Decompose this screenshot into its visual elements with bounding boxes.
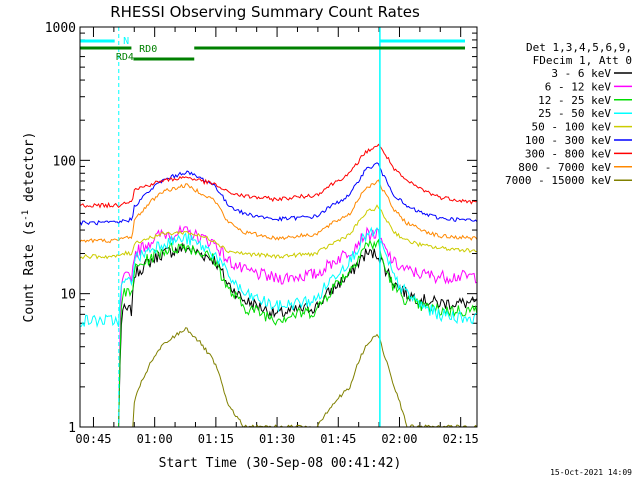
- series-line-3: [80, 238, 478, 428]
- series-line-2: [80, 224, 478, 428]
- series-line-1: [80, 242, 478, 428]
- legend-label-2: 6 - 12 keV: [545, 80, 612, 93]
- series-layer: [79, 143, 478, 428]
- y-axis-label: Count Rate (s-1 detector): [21, 132, 37, 323]
- legend-header-2: FDecim 1, Att 0: [533, 54, 632, 67]
- y-axis-label-part2: detector): [22, 132, 37, 210]
- legend-header-1: Det 1,3,4,5,6,9,: [526, 41, 632, 54]
- annotation-rd0: RD0: [139, 44, 157, 55]
- series-line-8: [79, 179, 478, 244]
- plot-frame: [79, 26, 478, 428]
- x-tick-label: 02:15: [443, 432, 479, 446]
- y-axis-label-part1: Count Rate (s: [22, 221, 37, 323]
- annotation-n: N: [123, 36, 129, 47]
- y-axis-label-superscript: -1: [21, 210, 31, 221]
- chart-title: RHESSI Observing Summary Count Rates: [110, 3, 420, 21]
- timestamp: 15-Oct-2021 14:09: [550, 468, 632, 477]
- legend-label-6: 100 - 300 keV: [525, 134, 611, 147]
- x-tick-label: 00:45: [75, 432, 111, 446]
- x-tick-label: 01:15: [198, 432, 234, 446]
- series-line-5: [79, 204, 478, 260]
- x-tick-label: 01:30: [259, 432, 295, 446]
- series-line-9: [80, 327, 478, 428]
- legend-label-5: 50 - 100 keV: [532, 121, 612, 134]
- legend-label-8: 800 - 7000 keV: [518, 161, 611, 174]
- y-tick-label: 1000: [45, 21, 76, 36]
- series-line-4: [79, 226, 478, 328]
- x-tick-label: 02:00: [381, 432, 417, 446]
- legend-label-9: 7000 - 15000 keV: [505, 174, 611, 187]
- x-axis-label: Start Time (30-Sep-08 00:41:42): [159, 456, 402, 471]
- x-tick-label: 01:45: [320, 432, 356, 446]
- series-line-6: [79, 162, 478, 226]
- x-tick-label: 01:00: [137, 432, 173, 446]
- legend-label-3: 12 - 25 keV: [538, 94, 611, 107]
- y-tick-label: 10: [60, 288, 76, 303]
- series-line-7: [79, 143, 478, 209]
- legend-label-7: 300 - 800 keV: [525, 147, 611, 160]
- y-tick-label: 1: [68, 421, 76, 436]
- tick-labels: 00:45 01:00 01:15 01:30 01:45 02:00 02:15 1 10 10…: [45, 21, 479, 446]
- legend-label-4: 25 - 50 keV: [538, 107, 611, 120]
- y-tick-label: 100: [53, 154, 76, 169]
- legend-label-1: 3 - 6 keV: [551, 67, 611, 80]
- annotation-rd4: RD4: [116, 52, 134, 63]
